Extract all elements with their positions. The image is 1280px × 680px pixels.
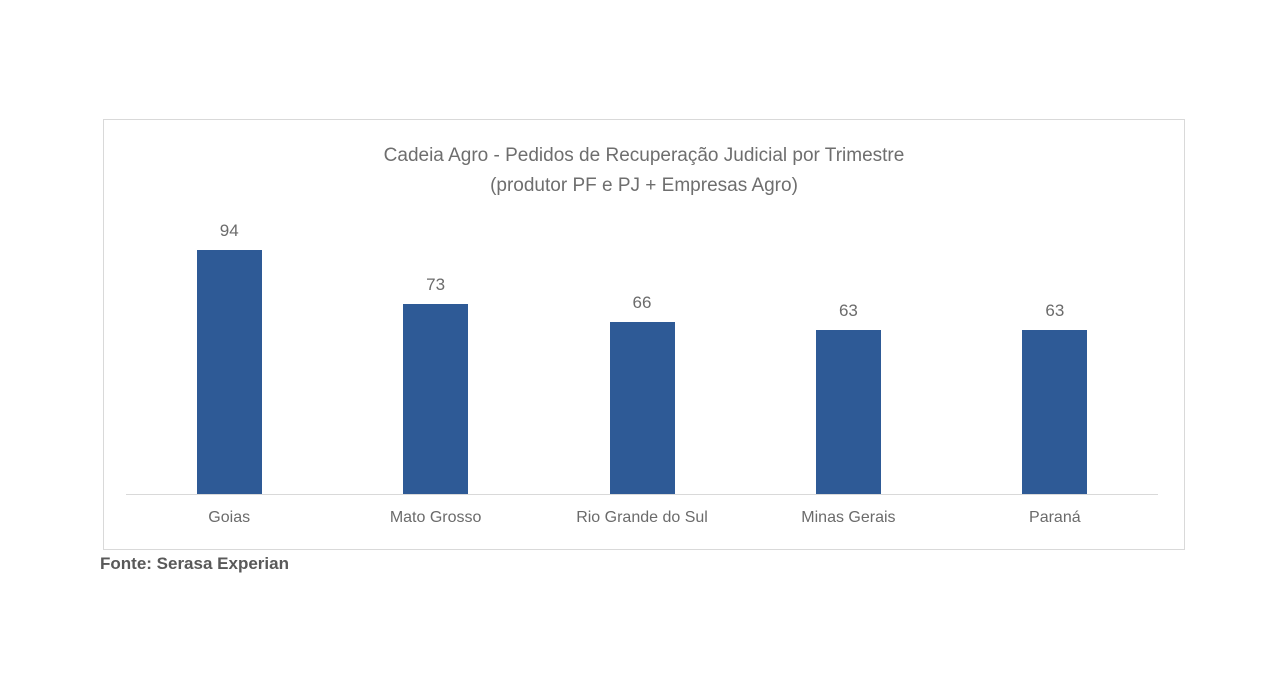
x-axis-line — [126, 494, 1158, 495]
x-axis-tick-label: Minas Gerais — [801, 509, 896, 526]
bar — [1022, 330, 1088, 494]
bar — [403, 304, 469, 494]
bar-series: 94 73 66 63 63 — [126, 120, 1158, 494]
x-axis-tick-label: Goias — [208, 509, 251, 526]
bar-group: 73 — [332, 275, 538, 494]
plot-area: 94 73 66 63 63 — [126, 120, 1158, 494]
chart-panel: Cadeia Agro - Pedidos de Recuperação Jud… — [103, 119, 1185, 550]
bar-group: 94 — [126, 221, 332, 494]
bar-group: 63 — [745, 301, 951, 494]
bar-group: 63 — [952, 301, 1158, 494]
x-axis-tick-label: Paraná — [1029, 509, 1081, 526]
bar-data-label: 73 — [426, 275, 446, 294]
x-axis-tick-label: Rio Grande do Sul — [576, 509, 708, 526]
x-axis-tick-label: Mato Grosso — [389, 509, 482, 526]
bar-data-label: 63 — [838, 301, 858, 320]
bar — [815, 330, 881, 494]
bar-group: 66 — [539, 293, 745, 494]
chart-title: Cadeia Agro - Pedidos de Recuperação Jud… — [104, 141, 1184, 201]
bar-data-label: 94 — [219, 221, 239, 240]
x-axis-labels: Goias Mato Grosso Rio Grande do Sul Minas G… — [126, 509, 1158, 527]
bar — [609, 322, 675, 494]
bar — [196, 250, 262, 494]
bar-data-label: 63 — [1045, 301, 1065, 320]
chart-title-line2: (produtor PF e PJ + Empresas Agro) — [490, 175, 798, 196]
chart-title-line1: Cadeia Agro - Pedidos de Recuperação Jud… — [383, 145, 905, 166]
source-note: Fonte: Serasa Experian — [100, 554, 289, 573]
bar-data-label: 66 — [632, 293, 652, 312]
